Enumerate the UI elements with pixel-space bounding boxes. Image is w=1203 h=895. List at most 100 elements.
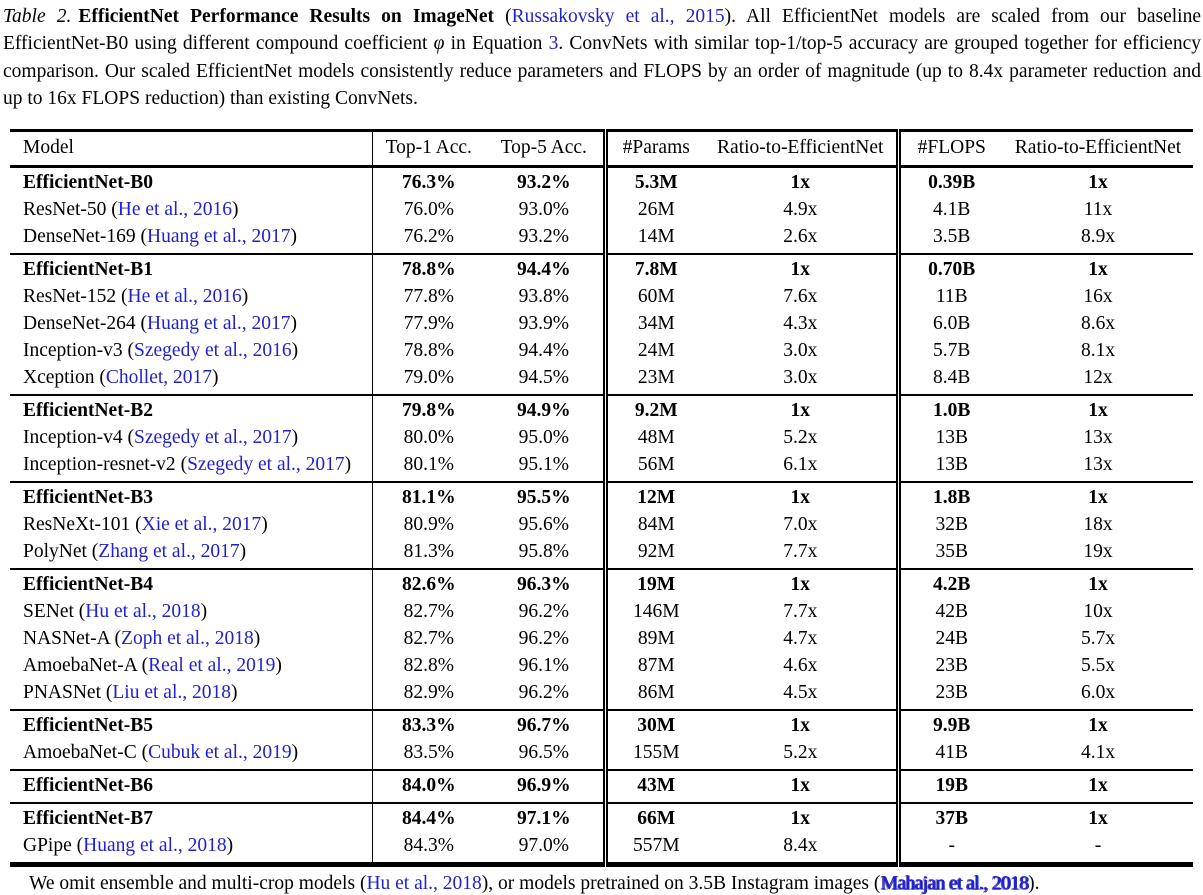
table-caption: Table 2. EfficientNet Performance Results… [3, 3, 1201, 113]
model-name: Xception [23, 367, 95, 389]
paper-page: Table 2. EfficientNet Performance Results… [0, 3, 1203, 894]
metric-cell: 4.1B [895, 196, 1003, 224]
metric-cell: 1x [790, 715, 811, 737]
citation-link[interactable]: Huang et al., 2017 [147, 226, 291, 248]
citation-link[interactable]: Real et al., 2019 [148, 655, 276, 677]
table-row: ResNet-152 (He et al., 2016) 77.8% 93.8% 60… [10, 283, 1193, 311]
metric-cell: 77.8% [371, 283, 485, 311]
metric-cell: 79.8% [371, 394, 485, 425]
model-name: NASNet-A [23, 628, 110, 650]
table-row: NASNet-A (Zoph et al., 2018) 82.7% 96.2% 89… [10, 625, 1193, 653]
metric-cell: 48M [602, 424, 705, 452]
column-header: Top-5 Acc. [500, 137, 587, 159]
metric-cell: 76.0% [371, 196, 485, 224]
metric-cell: 0.70B [895, 253, 1003, 284]
metric-cell: 94.9% [516, 400, 571, 422]
citation-link[interactable]: Szegedy et al., 2016 [134, 340, 292, 362]
table-row: AmoebaNet-C (Cubuk et al., 2019) 83.5% 96.… [10, 739, 1193, 770]
metric-cell: 4.3x [783, 313, 818, 335]
metric-cell: 11x [1083, 199, 1113, 221]
metric-cell: 34M [602, 310, 705, 338]
table-row: EfficientNet-B1 78.8% 94.4% 7.8M 1x 0.70B 1x [10, 253, 1193, 284]
metric-cell: 94.4% [518, 340, 569, 362]
text-segment: EfficientNet Performance Results on Imag… [78, 6, 495, 27]
citation-link[interactable]: 3 [548, 33, 559, 55]
column-header: #Params [602, 130, 705, 167]
metric-cell: 1x [1088, 715, 1108, 737]
header-row: Model Top-1 Acc. Top-5 Acc. #Params Ratio-to… [10, 130, 1193, 167]
metric-cell: 1x [790, 259, 811, 281]
table-group-3: EfficientNet-B3 81.1% 95.5% 12M 1x 1.8B 1x ResN… [10, 481, 1193, 569]
model-cell: ResNet-152 (He et al., 2016) [23, 286, 249, 308]
text-segment: ), or models pretrained on 3.5B Instagra… [481, 872, 881, 894]
metric-cell: 2.6x [783, 226, 818, 248]
column-header: Model [23, 137, 74, 159]
metric-cell: 80.1% [371, 451, 485, 482]
metric-cell: 5.2x [783, 742, 818, 764]
citation-link[interactable]: He et al., 2016 [127, 286, 242, 308]
metric-cell: 93.9% [518, 313, 569, 335]
citation-link[interactable]: Russakovsky et al., 2015 [511, 6, 725, 27]
metric-cell: 7.0x [783, 514, 818, 536]
metric-cell: 12M [602, 481, 705, 512]
metric-cell: 7.6x [783, 286, 818, 308]
citation-link[interactable]: Szegedy et al., 2017 [134, 427, 292, 449]
citation-link[interactable]: Huang et al., 2018 [83, 835, 227, 857]
metric-cell: 7.7x [783, 541, 818, 563]
citation-link[interactable]: Hu et al., 2018 [366, 872, 482, 894]
citation-link[interactable]: Liu et al., 2018 [112, 682, 231, 704]
metric-cell: 0.39B [895, 166, 1003, 197]
metric-cell: - [1094, 835, 1102, 857]
metric-cell: 3.0x [783, 340, 818, 362]
metric-cell: 1x [1088, 400, 1108, 422]
model-name: ResNet-50 [23, 199, 107, 221]
metric-cell: 97.0% [518, 835, 569, 857]
metric-cell: 96.9% [516, 775, 571, 797]
table-row: Xception (Chollet, 2017) 79.0% 94.5% 23M 3.0… [10, 364, 1193, 395]
citation-link[interactable]: Cubuk et al., 2019 [148, 742, 292, 764]
citation-link[interactable]: Szegedy et al., 2017 [187, 454, 345, 476]
table-row: Inception-v3 (Szegedy et al., 2016) 78.8%… [10, 337, 1193, 365]
model-cell: EfficientNet-B4 [10, 569, 372, 599]
metric-cell: 1x [1088, 172, 1108, 194]
metric-cell: 42B [895, 598, 1003, 626]
citation-link[interactable]: Mahajan et al., 2018 [880, 872, 1029, 894]
table-row: PolyNet (Zhang et al., 2017) 81.3% 95.8% 92… [10, 538, 1193, 569]
citation-link[interactable]: Huang et al., 2017 [147, 313, 291, 335]
citation-link[interactable]: Zhang et al., 2017 [98, 541, 240, 563]
model-name: EfficientNet-B5 [23, 715, 153, 737]
metric-cell: 93.2% [516, 172, 571, 194]
model-cell: NASNet-A (Zoph et al., 2018) [23, 628, 261, 650]
metric-cell: 93.2% [518, 226, 569, 248]
citation-link[interactable]: He et al., 2016 [117, 199, 233, 221]
metric-cell: 8.4x [783, 835, 818, 857]
metric-cell: 19x [1083, 541, 1113, 563]
metric-cell: 82.9% [371, 679, 485, 710]
metric-cell: 23M [602, 364, 705, 395]
column-header: Ratio-to-EfficientNet [1014, 137, 1182, 159]
metric-cell: 96.2% [518, 601, 569, 623]
metric-cell: 96.7% [516, 715, 571, 737]
table-row: SENet (Hu et al., 2018) 82.7% 96.2% 146M 7.7… [10, 598, 1193, 626]
citation-link[interactable]: Hu et al., 2018 [85, 601, 201, 623]
table-row: GPipe (Huang et al., 2018) 84.3% 97.0% 557M… [10, 832, 1193, 865]
metric-cell: 95.0% [518, 427, 569, 449]
metric-cell: 4.2B [895, 568, 1003, 599]
metric-cell: 1.8B [895, 481, 1003, 512]
citation-link[interactable]: Chollet, 2017 [105, 367, 213, 389]
metric-cell: 5.7B [895, 337, 1003, 365]
metric-cell: 76.3% [371, 166, 485, 197]
metric-cell: 4.6x [783, 655, 818, 677]
metric-cell: 80.9% [371, 511, 485, 539]
table-row: PNASNet (Liu et al., 2018) 82.9% 96.2% 86M 4… [10, 679, 1193, 710]
table-row: ResNet-50 (He et al., 2016) 76.0% 93.0% 26M… [10, 196, 1193, 224]
metric-cell: 1x [1088, 808, 1108, 830]
metric-cell: 5.7x [1080, 628, 1116, 650]
citation-link[interactable]: Xie et al., 2017 [141, 514, 262, 536]
table-row: EfficientNet-B4 82.6% 96.3% 19M 1x 4.2B 1x [10, 568, 1193, 599]
citation-link[interactable]: Zoph et al., 2018 [121, 628, 254, 650]
column-header: Top-1 Acc. [371, 130, 485, 167]
metric-cell: 6.0x [1080, 682, 1116, 704]
table-row: EfficientNet-B6 84.0% 96.9% 43M 1x 19B 1x [10, 769, 1193, 803]
model-cell: SENet (Hu et al., 2018) [23, 601, 208, 623]
